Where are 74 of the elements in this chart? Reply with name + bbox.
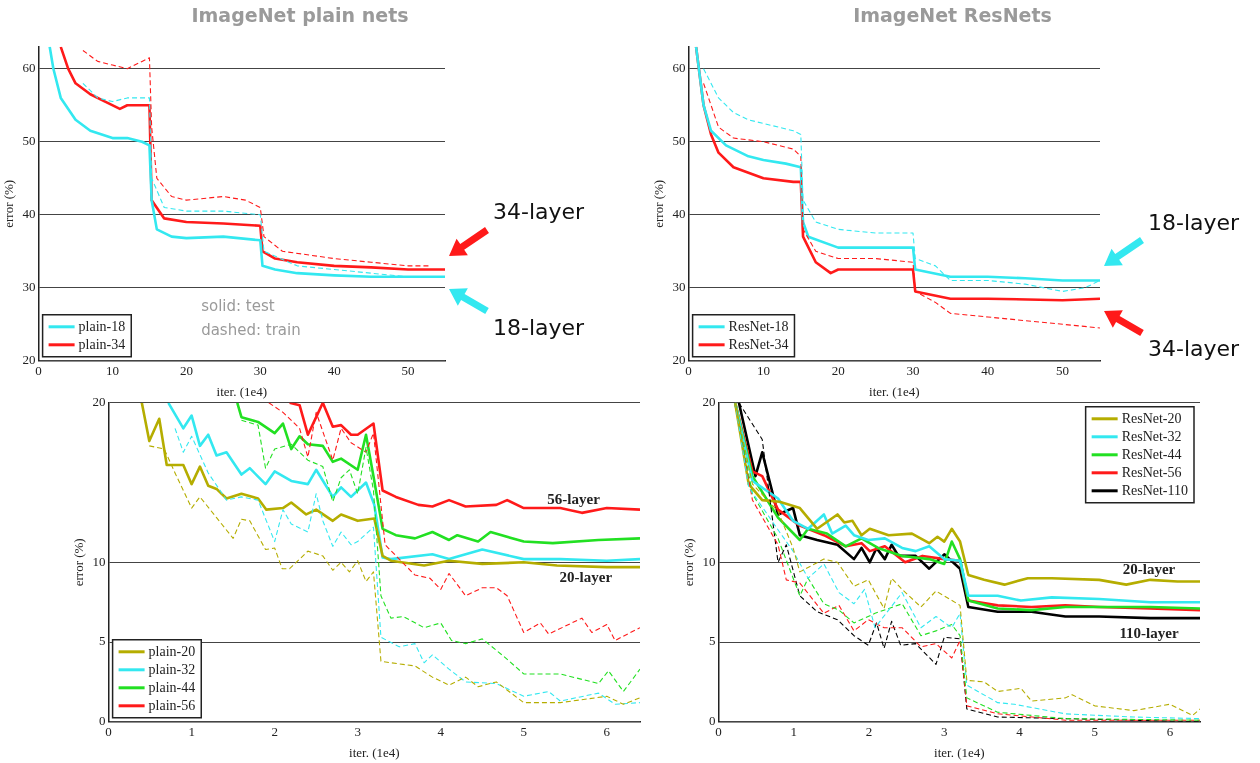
legend-label: ResNet-110 (1121, 483, 1188, 499)
x-tick-label: 2 (865, 724, 873, 740)
y-tick-label: 40 (672, 206, 686, 222)
x-tick-label: 5 (520, 724, 528, 740)
x-axis-title: iter. (1e4) (869, 383, 920, 399)
x-tick-label: 20 (831, 363, 845, 379)
x-tick-label: 30 (906, 363, 920, 379)
legend-label: ResNet-56 (1121, 465, 1182, 481)
x-tick-label: 3 (354, 724, 361, 740)
legend-label: plain-44 (148, 680, 196, 696)
legend-label: ResNet-18 (728, 319, 789, 335)
y-axis-title: error (%) (1, 179, 17, 228)
annotation: 110-layer (1119, 624, 1179, 641)
legend-label: ResNet-34 (728, 337, 789, 353)
y-tick-label: 30 (22, 279, 36, 295)
annotation: dashed: train (201, 320, 301, 339)
line-series (268, 402, 640, 642)
x-tick-label: 5 (1091, 724, 1098, 740)
y-tick-label: 40 (22, 206, 36, 222)
x-tick-label: 40 (981, 363, 995, 379)
text: 18-layer (1148, 210, 1241, 236)
x-tick-label: 4 (1016, 724, 1024, 740)
x-tick-label: 40 (327, 363, 341, 379)
y-tick-label: 0 (99, 713, 106, 729)
x-tick-label: 50 (401, 363, 415, 379)
y-tick-label: 20 (22, 352, 36, 368)
chart-title: ImageNet ResNets (852, 3, 1053, 28)
y-tick-label: 5 (709, 633, 716, 649)
x-tick-label: 3 (941, 724, 948, 740)
legend-label: ResNet-44 (1121, 447, 1182, 463)
y-tick-label: 0 (709, 713, 716, 729)
line-series (703, 82, 1100, 329)
y-tick-label: 50 (672, 133, 686, 149)
y-tick-label: 20 (92, 394, 106, 410)
x-tick-label: 6 (1166, 724, 1174, 740)
x-tick-label: 50 (1056, 363, 1070, 379)
annotation: 20-layer (559, 569, 613, 586)
x-tick-label: 10 (756, 363, 770, 379)
y-axis-title: error (%) (71, 538, 87, 587)
text: 18-layer (493, 314, 586, 340)
y-tick-label: 10 (92, 553, 106, 569)
legend-label: ResNet-20 (1121, 411, 1182, 427)
x-tick-label: 20 (179, 363, 193, 379)
y-tick-label: 5 (99, 633, 106, 649)
y-tick-label: 60 (672, 60, 686, 76)
annotation: 56-layer (547, 490, 601, 507)
annotation: 20-layer (1122, 561, 1176, 578)
x-tick-label: 30 (253, 363, 267, 379)
x-tick-label: 4 (437, 724, 445, 740)
legend-label: plain-20 (148, 644, 196, 660)
legend-label: plain-56 (148, 698, 196, 714)
x-tick-label: 1 (790, 724, 798, 740)
y-tick-label: 20 (702, 394, 716, 410)
x-tick-label: 6 (603, 724, 611, 740)
text: 34-layer (493, 199, 586, 225)
x-tick-label: 1 (188, 724, 195, 740)
y-tick-label: 30 (672, 279, 686, 295)
y-tick-label: 50 (22, 133, 36, 149)
text: 34-layer (1148, 336, 1241, 362)
chart-title: ImageNet plain nets (190, 3, 410, 28)
y-tick-label: 10 (702, 553, 716, 569)
y-tick-label: 20 (672, 352, 686, 368)
x-tick-label: 2 (271, 724, 278, 740)
legend-label: ResNet-32 (1121, 429, 1182, 445)
x-axis-title: iter. (1e4) (216, 383, 268, 399)
x-axis-title: iter. (1e4) (349, 744, 400, 760)
legend-label: plain-32 (148, 662, 196, 678)
legend-label: plain-34 (78, 337, 126, 353)
y-axis-title: error (%) (681, 538, 697, 587)
y-tick-label: 60 (22, 60, 36, 76)
x-axis-title: iter. (1e4) (934, 744, 985, 760)
legend-label: plain-18 (78, 319, 126, 335)
y-axis-title: error (%) (651, 179, 667, 228)
annotation: solid: test (201, 297, 275, 316)
